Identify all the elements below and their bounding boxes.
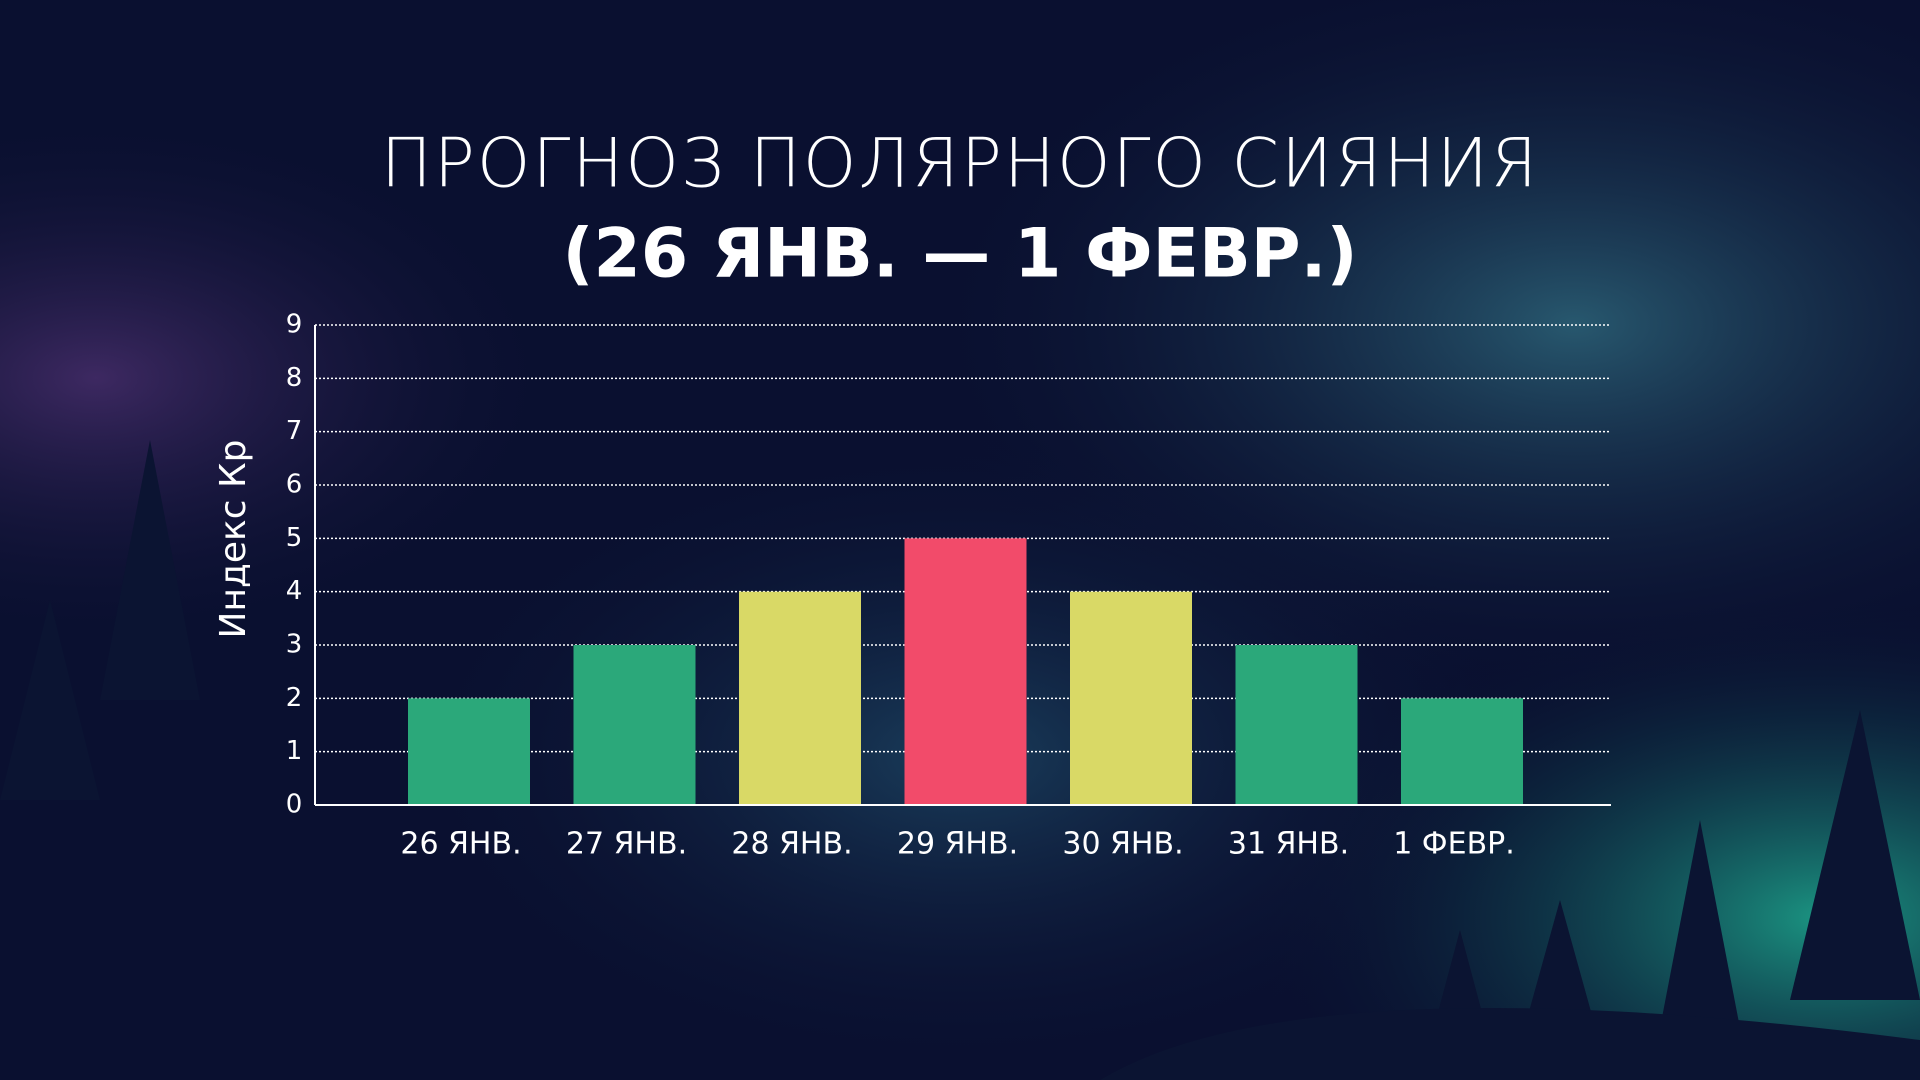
y-axis-label: Индекс Кр bbox=[213, 440, 254, 639]
y-tick-label: 6 bbox=[286, 470, 303, 500]
y-tick-label: 2 bbox=[286, 683, 303, 713]
y-tick-label: 8 bbox=[286, 363, 303, 393]
y-tick-label: 4 bbox=[286, 576, 303, 606]
x-tick-label: 26 ЯНВ. bbox=[400, 827, 521, 862]
x-tick-label: 30 ЯНВ. bbox=[1062, 827, 1183, 862]
y-tick-label: 0 bbox=[286, 790, 303, 820]
y-tick-label: 3 bbox=[286, 630, 303, 660]
bar bbox=[1235, 645, 1358, 805]
bar bbox=[739, 591, 861, 805]
x-tick-label: 1 ФЕВР. bbox=[1393, 827, 1515, 862]
bar bbox=[573, 645, 696, 805]
x-tick-label: 29 ЯНВ. bbox=[897, 827, 1018, 862]
chart-subtitle: (26 ЯНВ. — 1 ФЕВР.) bbox=[562, 215, 1357, 294]
bar bbox=[1401, 698, 1523, 805]
x-tick-label: 31 ЯНВ. bbox=[1228, 827, 1349, 862]
y-tick-label: 7 bbox=[286, 416, 303, 446]
bar bbox=[408, 698, 530, 805]
x-tick-label: 28 ЯНВ. bbox=[731, 827, 852, 862]
x-tick-label: 27 ЯНВ. bbox=[566, 827, 687, 862]
chart-title: ПРОГНОЗ ПОЛЯРНОГО СИЯНИЯ bbox=[381, 125, 1540, 204]
y-tick-label: 5 bbox=[286, 523, 303, 553]
y-tick-label: 1 bbox=[286, 736, 303, 766]
trees bbox=[0, 440, 1920, 1080]
bar bbox=[904, 538, 1027, 805]
y-tick-label: 9 bbox=[286, 310, 303, 340]
bar bbox=[1070, 591, 1192, 805]
